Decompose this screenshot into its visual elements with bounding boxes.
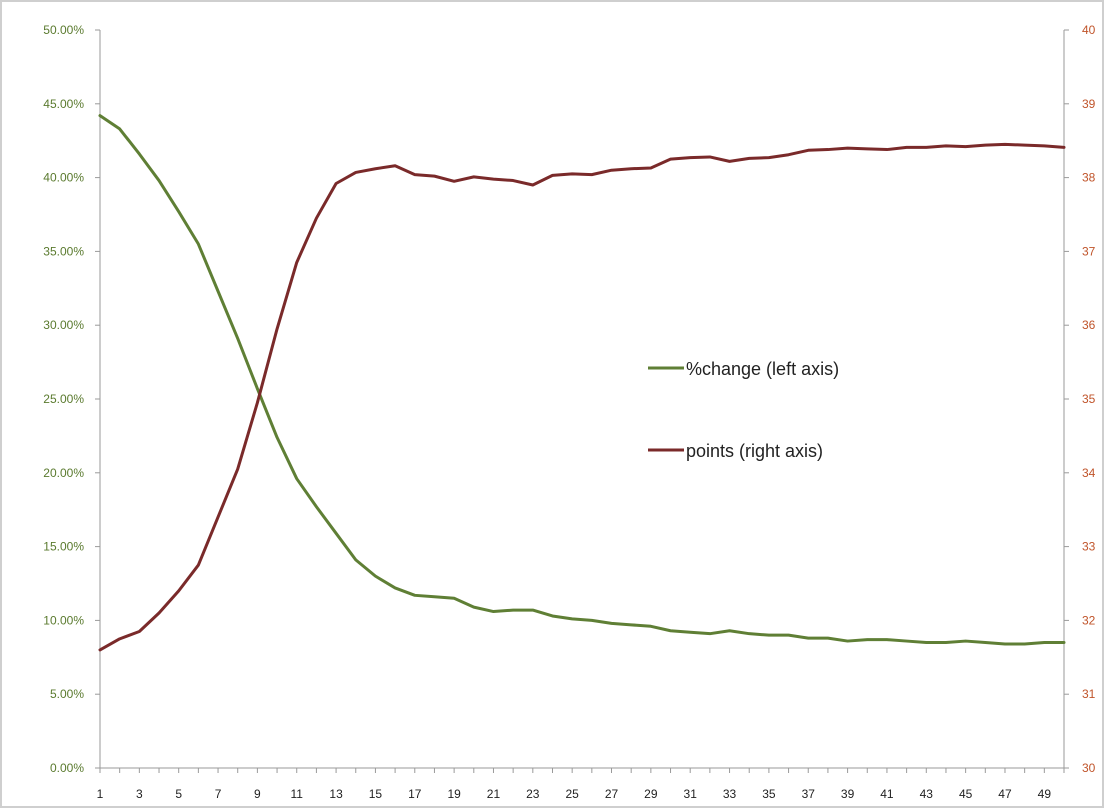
axes-layer: 0.00% 5.00% 10.00% 15.00% 20.00% 25.00% 30.00%…	[43, 23, 1095, 801]
x-tick-label: 13	[329, 787, 343, 801]
x-tick-label: 33	[723, 787, 737, 801]
left-y-tick-label: 10.00%	[43, 613, 84, 627]
x-tick-label: 5	[175, 787, 182, 801]
left-y-tick-label: 20.00%	[43, 466, 84, 480]
x-tick-label: 35	[762, 787, 776, 801]
legend-label-change: %change (left axis)	[686, 359, 839, 379]
x-tick-label: 21	[487, 787, 501, 801]
right-y-tick-label: 37	[1082, 244, 1096, 258]
right-y-tick-label: 38	[1082, 171, 1096, 185]
x-tick-label: 15	[369, 787, 383, 801]
right-y-tick-label: 31	[1082, 687, 1096, 701]
legend-label-points: points (right axis)	[686, 441, 823, 461]
left-y-tick-label: 5.00%	[50, 687, 84, 701]
x-tick-label: 39	[841, 787, 855, 801]
right-y-tick-label: 33	[1082, 540, 1096, 554]
series-line-change	[98, 114, 1066, 646]
right-y-tick-label: 40	[1082, 23, 1096, 37]
right-y-tick-label: 34	[1082, 466, 1096, 480]
left-y-tick-label: 50.00%	[43, 23, 84, 37]
x-tick-label: 1	[97, 787, 104, 801]
legend: %change (left axis) points (right axis)	[648, 359, 839, 461]
left-y-tick-label: 0.00%	[50, 761, 84, 775]
x-tick-label: 17	[408, 787, 422, 801]
right-y-tick-label: 35	[1082, 392, 1096, 406]
x-tick-label: 7	[215, 787, 222, 801]
right-y-tick-label: 32	[1082, 613, 1096, 627]
x-tick-label: 3	[136, 787, 143, 801]
x-tick-label: 47	[998, 787, 1012, 801]
x-tick-label: 37	[802, 787, 816, 801]
left-y-tick-label: 35.00%	[43, 244, 84, 258]
x-tick-label: 29	[644, 787, 658, 801]
x-tick-label: 41	[880, 787, 894, 801]
x-tick-label: 49	[1038, 787, 1052, 801]
x-tick-label: 45	[959, 787, 973, 801]
x-tick-label: 23	[526, 787, 540, 801]
x-tick-label: 9	[254, 787, 261, 801]
left-y-tick-label: 40.00%	[43, 171, 84, 185]
x-tick-label: 43	[920, 787, 934, 801]
right-y-tick-label: 30	[1082, 761, 1096, 775]
x-tick-label: 25	[565, 787, 579, 801]
left-y-tick-label: 25.00%	[43, 392, 84, 406]
left-y-tick-label: 15.00%	[43, 540, 84, 554]
x-tick-label: 27	[605, 787, 619, 801]
right-y-tick-label: 36	[1082, 318, 1096, 332]
series-layer	[98, 114, 1066, 652]
x-tick-label: 19	[447, 787, 461, 801]
right-y-tick-label: 39	[1082, 97, 1096, 111]
x-tick-label: 31	[684, 787, 698, 801]
left-y-tick-label: 45.00%	[43, 97, 84, 111]
x-tick-label: 11	[291, 787, 304, 801]
left-y-tick-label: 30.00%	[43, 318, 84, 332]
series-line-points	[98, 142, 1066, 652]
